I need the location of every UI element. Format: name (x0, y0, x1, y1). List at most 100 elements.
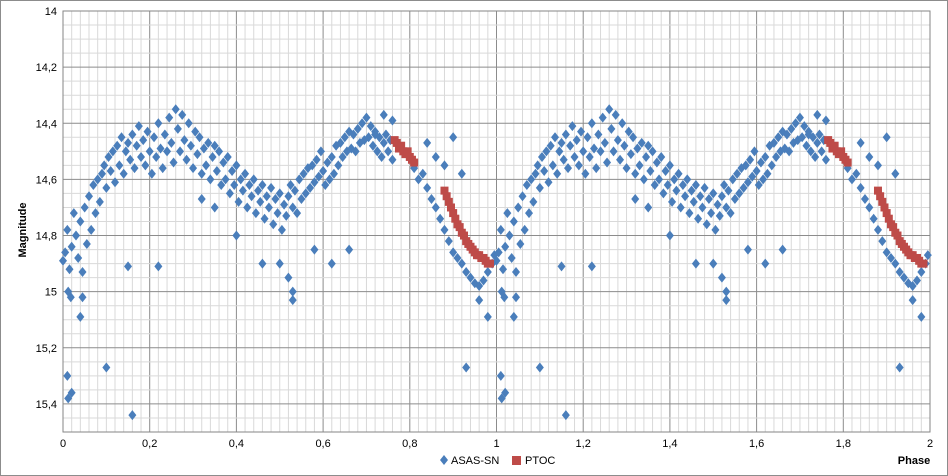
x-tick-label: 1,2 (576, 438, 591, 450)
data-point-asas-sn (215, 146, 224, 157)
data-point-asas-sn (197, 194, 206, 205)
data-point-asas-sn (232, 160, 241, 171)
data-point-asas-sn (195, 132, 204, 143)
y-tick-label: 14,6 (36, 174, 57, 186)
data-point-asas-sn (264, 202, 273, 213)
data-point-asas-sn (379, 137, 388, 148)
data-point-asas-sn (310, 244, 319, 255)
data-point-ptoc (410, 158, 419, 167)
data-point-asas-sn (345, 244, 354, 255)
data-point-asas-sn (371, 129, 380, 140)
data-point-asas-sn (687, 185, 696, 196)
data-point-asas-sn (423, 182, 432, 193)
data-point-asas-sn (106, 165, 115, 176)
data-point-asas-sn (626, 149, 635, 160)
data-point-asas-sn (351, 146, 360, 157)
data-point-asas-sn (509, 216, 518, 227)
data-point-asas-sn (63, 370, 72, 381)
data-point-asas-sn (639, 174, 648, 185)
data-point-asas-sn (665, 160, 674, 171)
data-point-asas-sn (210, 202, 219, 213)
data-point-asas-sn (440, 160, 449, 171)
data-point-asas-sn (169, 157, 178, 168)
y-tick-label: 15 (45, 287, 57, 299)
data-point-asas-sn (644, 202, 653, 213)
data-point-asas-sn (635, 160, 644, 171)
data-point-asas-sn (798, 132, 807, 143)
data-point-asas-sn (856, 137, 865, 148)
data-point-asas-sn (613, 135, 622, 146)
data-point-asas-sn (899, 272, 908, 283)
data-point-asas-sn (221, 174, 230, 185)
data-point-asas-sn (275, 188, 284, 199)
data-point-asas-sn (236, 174, 245, 185)
data-point-asas-sn (746, 154, 755, 165)
data-point-asas-sn (134, 121, 143, 132)
data-point-asas-sn (319, 165, 328, 176)
data-point-asas-sn (917, 267, 926, 278)
x-tick-label: 1,6 (749, 438, 764, 450)
data-point-asas-sn (349, 129, 358, 140)
data-point-asas-sn (306, 182, 315, 193)
data-point-asas-sn (457, 258, 466, 269)
data-point-asas-sn (923, 250, 932, 261)
data-point-asas-sn (225, 188, 234, 199)
data-point-asas-sn (717, 272, 726, 283)
data-point-asas-sn (720, 180, 729, 191)
data-point-asas-sn (778, 244, 787, 255)
data-point-asas-sn (535, 182, 544, 193)
data-point-asas-sn (150, 132, 159, 143)
data-point-asas-sn (631, 168, 640, 179)
data-point-asas-sn (91, 208, 100, 219)
data-point-asas-sn (310, 177, 319, 188)
data-point-asas-sn (228, 165, 237, 176)
data-point-asas-sn (158, 163, 167, 174)
x-tick-label: 0 (60, 438, 66, 450)
data-point-asas-sn (622, 163, 631, 174)
x-tick-label: 0,2 (142, 438, 157, 450)
data-point-asas-sn (585, 151, 594, 162)
data-point-asas-sn (756, 157, 765, 168)
data-point-asas-sn (891, 168, 900, 179)
data-point-asas-sn (592, 163, 601, 174)
data-point-asas-sn (644, 140, 653, 151)
data-point-asas-sn (917, 311, 926, 322)
x-tick-label: 0,4 (229, 438, 244, 450)
data-point-asas-sn (366, 121, 375, 132)
data-point-asas-sn (260, 213, 269, 224)
x-tick-label: 0,6 (315, 438, 330, 450)
data-point-asas-sn (579, 146, 588, 157)
data-point-asas-sn (657, 151, 666, 162)
x-tick-label: 1 (493, 438, 499, 450)
data-point-asas-sn (525, 208, 534, 219)
data-point-asas-sn (269, 219, 278, 230)
data-point-asas-sn (665, 230, 674, 241)
data-point-asas-sn (600, 137, 609, 148)
data-point-asas-sn (702, 219, 711, 230)
data-point-asas-sn (286, 180, 295, 191)
data-point-asas-sn (518, 191, 527, 202)
data-point-asas-sn (76, 311, 85, 322)
data-point-ptoc (442, 192, 451, 201)
data-point-asas-sn (561, 410, 570, 421)
data-point-asas-sn (147, 168, 156, 179)
data-point-asas-sn (117, 132, 126, 143)
data-point-asas-sn (178, 109, 187, 120)
data-point-asas-sn (338, 151, 347, 162)
data-point-asas-sn (895, 362, 904, 373)
data-point-asas-sn (754, 180, 763, 191)
data-point-asas-sn (752, 165, 761, 176)
legend-asas-sn-label: ASAS-SN (451, 455, 499, 467)
data-point-asas-sn (457, 168, 466, 179)
data-point-asas-sn (325, 174, 334, 185)
data-point-asas-sn (234, 196, 243, 207)
data-point-asas-sn (444, 236, 453, 247)
data-point-asas-sn (561, 129, 570, 140)
data-point-asas-sn (262, 191, 271, 202)
data-point-asas-sn (761, 258, 770, 269)
data-point-asas-sn (787, 123, 796, 134)
data-point-asas-sn (171, 104, 180, 115)
data-point-asas-sn (449, 247, 458, 258)
y-tick-label: 14 (45, 6, 57, 18)
data-point-asas-sn (512, 292, 521, 303)
